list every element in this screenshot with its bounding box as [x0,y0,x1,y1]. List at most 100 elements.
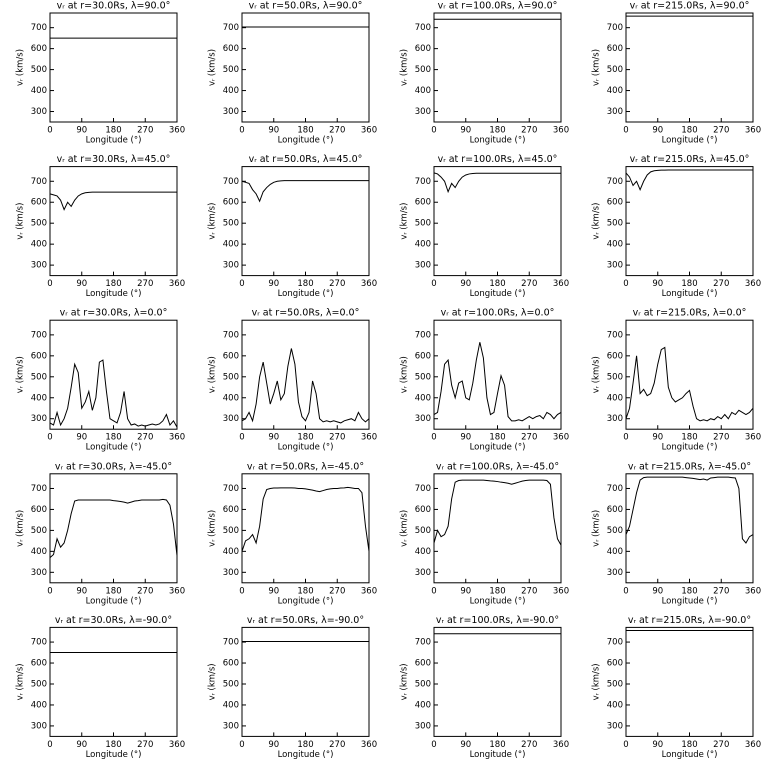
data-line [433,342,562,422]
y-tick-label: 400 [607,393,623,403]
x-tick-label: 90 [268,279,279,289]
x-tick-label: 90 [268,433,279,443]
y-tick-label: 600 [607,505,623,515]
y-tick-label: 500 [31,372,47,382]
x-tick-label: 0 [239,740,244,750]
y-tick-label: 600 [223,198,239,208]
x-tick-label: 180 [489,586,505,596]
y-tick-label: 700 [607,484,623,494]
y-tick-label: 600 [607,198,623,208]
x-tick-label: 180 [489,279,505,289]
y-tick-label: 500 [607,526,623,536]
x-tick-label: 0 [623,740,628,750]
y-tick-label: 600 [415,505,431,515]
x-axis-label: Longitude (°) [86,443,142,453]
x-tick-label: 90 [652,433,663,443]
x-tick-label: 180 [297,586,313,596]
y-tick-label: 700 [415,638,431,648]
y-tick-label: 500 [607,372,623,382]
x-axis-label: Longitude (°) [470,596,526,606]
plot-frame [49,319,178,430]
y-tick-label: 300 [223,107,239,117]
y-tick-label: 500 [415,372,431,382]
plot-frame [433,12,562,123]
y-tick-label: 600 [415,44,431,54]
x-tick-label: 180 [489,740,505,750]
x-tick-label: 270 [137,279,153,289]
x-tick-label: 0 [239,126,244,136]
y-tick-label: 500 [223,219,239,229]
x-tick-label: 360 [169,740,185,750]
data-line [49,498,178,559]
x-tick-label: 360 [745,433,761,443]
y-tick-label: 600 [415,351,431,361]
x-tick-label: 270 [329,740,345,750]
x-axis-label: Longitude (°) [662,750,718,760]
panel: vᵣ at r=30.0Rs, λ=-45.0° Longitude (°) vᵣ … [16,461,186,606]
panel: vᵣ at r=215.0Rs, λ=-45.0° Longitude (°) vᵣ… [592,461,762,606]
panel-title: vᵣ at r=30.0Rs, λ=-90.0° [55,615,172,626]
data-line [49,191,177,211]
y-tick-label: 700 [223,23,239,33]
x-tick-label: 0 [623,126,628,136]
y-tick-label: 700 [31,484,47,494]
x-tick-label: 270 [713,433,729,443]
y-tick-label: 700 [607,638,623,648]
x-tick-label: 360 [553,433,569,443]
x-tick-label: 270 [521,126,537,136]
y-axis-label: vᵣ (km/s) [208,203,218,240]
y-tick-label: 400 [31,393,47,403]
x-tick-label: 360 [745,126,761,136]
x-tick-label: 90 [652,586,663,596]
y-tick-label: 500 [31,526,47,536]
y-tick-label: 700 [607,330,623,340]
y-tick-label: 300 [607,261,623,271]
data-line [433,479,562,546]
y-axis-label: vᵣ (km/s) [208,356,218,393]
y-tick-label: 400 [415,240,431,250]
x-tick-label: 180 [105,126,121,136]
y-axis-label: vᵣ (km/s) [16,663,26,700]
y-tick-label: 700 [607,23,623,33]
y-axis-label: vᵣ (km/s) [400,203,410,240]
y-axis-label: vᵣ (km/s) [400,356,410,393]
panel-title: vᵣ at r=215.0Rs, λ=90.0° [630,1,750,12]
x-tick-label: 270 [137,586,153,596]
y-tick-label: 500 [607,219,623,229]
x-tick-label: 180 [297,433,313,443]
y-tick-label: 700 [223,484,239,494]
x-tick-label: 180 [489,126,505,136]
y-tick-label: 400 [607,240,623,250]
panel-title: vᵣ at r=100.0Rs, λ=45.0° [438,154,558,165]
y-tick-label: 500 [31,65,47,75]
y-tick-label: 500 [31,679,47,689]
plot-frame [49,166,178,277]
x-tick-label: 0 [47,126,52,136]
x-tick-label: 360 [553,126,569,136]
y-tick-label: 300 [607,107,623,117]
data-line [241,486,370,552]
x-tick-label: 0 [431,279,436,289]
x-tick-label: 180 [681,433,697,443]
y-tick-label: 300 [415,414,431,424]
x-tick-label: 270 [521,279,537,289]
x-tick-label: 360 [745,740,761,750]
x-axis-label: Longitude (°) [86,596,142,606]
x-tick-label: 360 [745,279,761,289]
y-tick-label: 700 [415,23,431,33]
x-axis-label: Longitude (°) [86,750,142,760]
x-tick-label: 0 [239,586,244,596]
panel-title: vᵣ at r=30.0Rs, λ=0.0° [60,308,168,319]
x-tick-label: 360 [745,586,761,596]
x-tick-label: 360 [361,126,377,136]
y-tick-label: 400 [223,700,239,710]
x-axis-label: Longitude (°) [662,596,718,606]
y-tick-label: 500 [415,526,431,536]
y-axis-label: vᵣ (km/s) [592,356,602,393]
x-tick-label: 90 [460,126,471,136]
y-tick-label: 300 [607,568,623,578]
panel-title: vᵣ at r=30.0Rs, λ=90.0° [57,1,171,12]
x-tick-label: 270 [329,126,345,136]
x-tick-label: 90 [76,586,87,596]
x-tick-label: 270 [329,433,345,443]
